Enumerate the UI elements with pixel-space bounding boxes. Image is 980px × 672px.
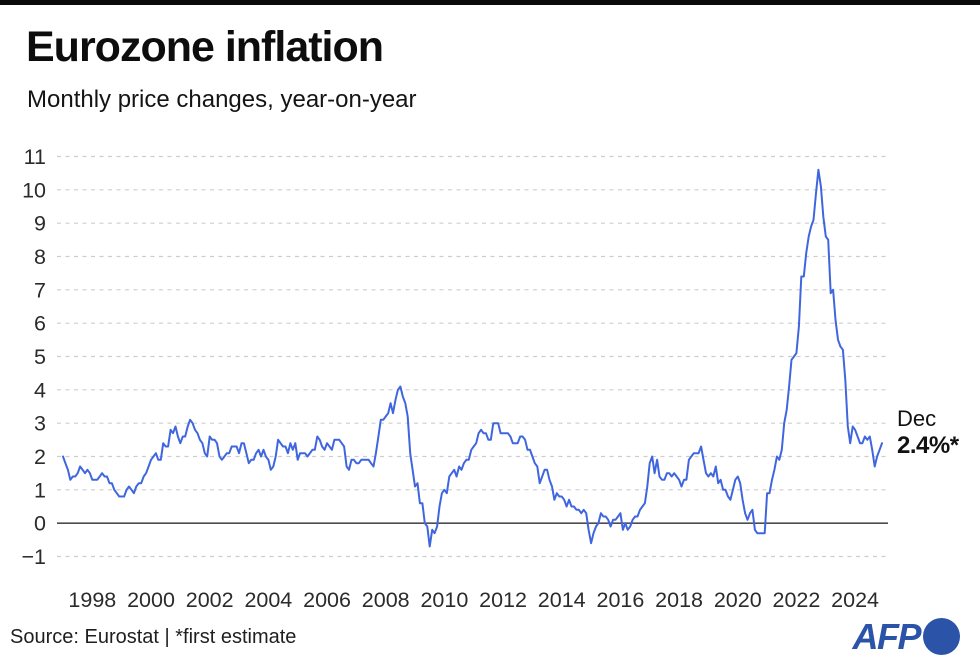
x-tick-label: 2010	[420, 588, 468, 612]
y-tick-label: 1	[34, 478, 46, 502]
x-tick-label: 2018	[655, 588, 703, 612]
x-tick-label: 2002	[186, 588, 234, 612]
latest-value-annotation: Dec 2.4%*	[897, 408, 959, 458]
y-tick-label: 4	[34, 378, 46, 402]
x-tick-label: 2016	[596, 588, 644, 612]
annotation-value-label: 2.4%*	[897, 432, 959, 459]
afp-logo-circle-icon	[923, 618, 960, 655]
x-tick-label: 2006	[303, 588, 351, 612]
x-tick-label: 2014	[538, 588, 586, 612]
y-tick-label: 7	[34, 278, 46, 302]
x-tick-label: 2024	[831, 588, 879, 612]
y-tick-label: 10	[22, 178, 46, 202]
annotation-month-label: Dec	[897, 406, 937, 431]
y-tick-label: 3	[34, 412, 46, 436]
y-tick-label: −1	[21, 545, 46, 569]
x-tick-label: 2008	[362, 588, 410, 612]
x-tick-label: 2000	[127, 588, 175, 612]
y-tick-label: 9	[34, 212, 46, 236]
page-title: Eurozone inflation	[26, 23, 384, 71]
x-tick-label: 2022	[773, 588, 821, 612]
top-border-bar	[0, 0, 980, 5]
x-tick-label: 2020	[714, 588, 762, 612]
x-tick-label: 1998	[68, 588, 116, 612]
chart-subtitle: Monthly price changes, year-on-year	[27, 86, 417, 113]
afp-logo-text: AFP	[852, 615, 922, 657]
x-tick-label: 2004	[244, 588, 292, 612]
afp-logo: AFP	[852, 615, 960, 657]
y-tick-label: 2	[34, 445, 46, 469]
source-note: Source: Eurostat | *first estimate	[10, 626, 297, 648]
y-tick-label: 5	[34, 345, 46, 369]
inflation-series-line	[62, 168, 883, 548]
y-tick-label: 6	[34, 312, 46, 336]
y-tick-label: 0	[34, 512, 46, 536]
y-tick-label: 11	[24, 145, 46, 169]
y-tick-label: 8	[34, 245, 46, 269]
x-tick-label: 2012	[479, 588, 527, 612]
